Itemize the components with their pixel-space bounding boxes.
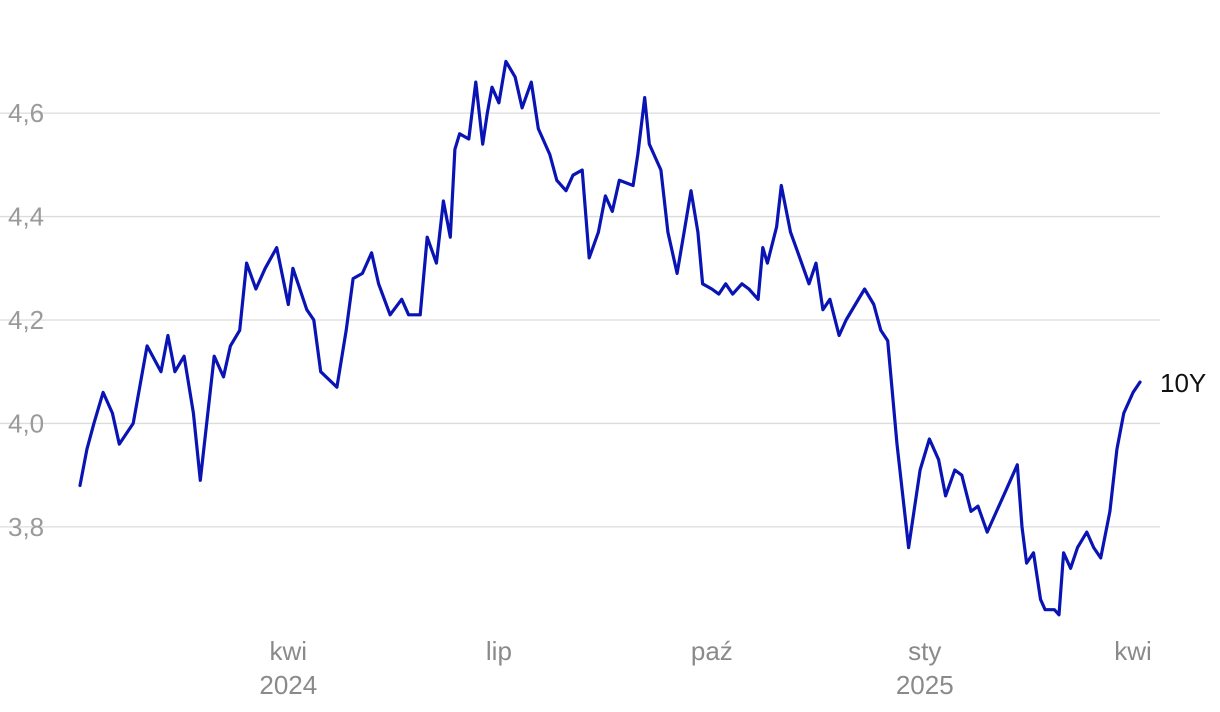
x-tick-year-label: 2024: [259, 670, 317, 700]
x-tick-label: kwi: [270, 636, 308, 666]
x-tick-label: sty: [908, 636, 941, 666]
x-axis-ticks: kwi 2024 lip paź sty 2025 kwi: [259, 636, 1151, 700]
series-label-10y: 10Y: [1160, 368, 1206, 398]
y-tick-label: 4,6: [8, 98, 44, 128]
x-tick-year-label: 2025: [896, 670, 954, 700]
y-tick-label: 4,4: [8, 202, 44, 232]
x-tick-label: lip: [486, 636, 512, 666]
series-line-10y: [78, 59, 1142, 617]
y-tick-label: 3,8: [8, 512, 44, 542]
x-tick-label: kwi: [1114, 636, 1152, 666]
gridlines: [0, 112, 1160, 528]
series-lines: [78, 59, 1142, 617]
y-tick-label: 4,0: [8, 408, 44, 438]
y-axis-ticks: 3,8 4,0 4,2 4,4 4,6: [8, 98, 44, 542]
x-tick-label: paź: [691, 636, 733, 666]
y-tick-label: 4,2: [8, 305, 44, 335]
